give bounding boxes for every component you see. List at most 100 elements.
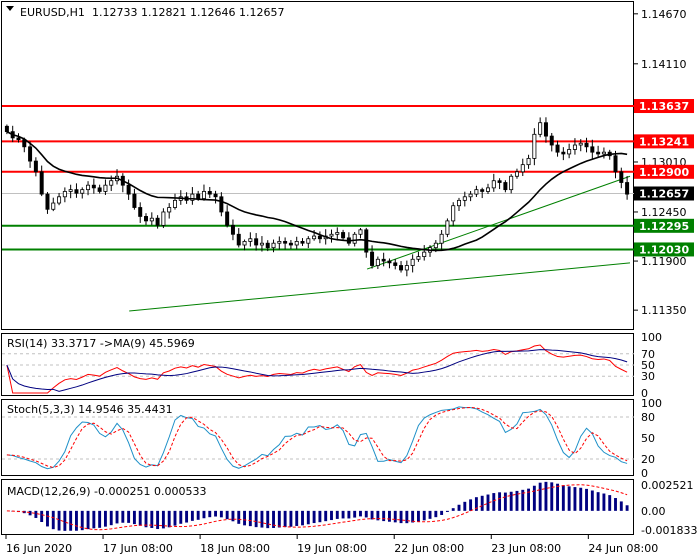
candle-body xyxy=(520,164,525,173)
time-tick-label: 19 Jun 08:00 xyxy=(297,542,367,555)
candle-body xyxy=(433,242,438,249)
candle-body xyxy=(480,189,485,192)
stoch-tick-label: 50 xyxy=(641,432,655,445)
candle-body xyxy=(590,146,595,153)
candle-body xyxy=(91,184,96,189)
candle-body xyxy=(613,155,618,173)
time-tick-label: 17 Jun 08:00 xyxy=(103,542,173,555)
candle-body xyxy=(462,196,467,201)
candle-body xyxy=(329,233,334,237)
current-price-tag xyxy=(634,186,694,201)
candle-body xyxy=(596,151,601,155)
candle-body xyxy=(51,202,56,210)
candle-body xyxy=(149,217,154,222)
price-level-tag-label: 1.12295 xyxy=(639,220,689,233)
candle-body xyxy=(103,184,108,192)
candle-body xyxy=(277,241,282,244)
current-price-tag-label: 1.12657 xyxy=(639,187,689,200)
time-tick-label: 16 Jun 2020 xyxy=(6,542,72,555)
macd-tick-label: 0.002521 xyxy=(641,479,694,492)
rsi-line xyxy=(6,344,628,394)
candle-body xyxy=(567,149,572,155)
trend-line xyxy=(129,262,631,312)
price-level-tag-label: 1.12900 xyxy=(639,166,689,179)
candle-body xyxy=(538,122,543,135)
time-tick-label: 23 Jun 08:00 xyxy=(491,542,561,555)
candle-body xyxy=(57,196,62,204)
stoch-header: Stoch(5,3,3) 14.9546 35.4431 xyxy=(7,403,173,416)
candle-body xyxy=(242,241,247,246)
candle-body xyxy=(28,146,33,162)
rsi-ma-line xyxy=(6,349,628,392)
candle-body xyxy=(144,216,149,222)
stoch-signal-line xyxy=(6,406,628,469)
time-tick-label: 18 Jun 08:00 xyxy=(200,542,270,555)
candle-body xyxy=(399,265,404,271)
candle-body xyxy=(190,193,195,201)
candle-body xyxy=(172,199,177,208)
candle-body xyxy=(491,180,496,189)
candle-body xyxy=(625,182,630,195)
candle-body xyxy=(4,125,9,133)
candle-body xyxy=(126,184,131,195)
candle-body xyxy=(283,241,288,244)
candle-body xyxy=(288,242,293,246)
price-level-tag xyxy=(634,99,694,114)
stoch-tick-label: 80 xyxy=(641,411,655,424)
candle-body xyxy=(248,238,253,242)
candle-body xyxy=(271,242,276,249)
time-tick-label: 22 Jun 08:00 xyxy=(394,542,464,555)
candle-body xyxy=(601,151,606,155)
price-tick-label: 1.11900 xyxy=(641,255,687,268)
candle-body xyxy=(549,135,554,146)
candle-body xyxy=(317,235,322,240)
candle-body xyxy=(555,144,560,153)
candle-body xyxy=(404,265,409,271)
candle-body xyxy=(16,137,21,141)
candle-body xyxy=(503,182,508,191)
price-tick-label: 1.14670 xyxy=(641,8,687,21)
candle-body xyxy=(39,171,44,195)
candle-body xyxy=(97,187,102,192)
rsi-header: RSI(14) 33.3717 ->MA(9) 45.5969 xyxy=(7,337,195,350)
candle-body xyxy=(532,133,537,159)
macd-signal-line xyxy=(6,484,628,531)
candle-body xyxy=(410,258,415,266)
candle-body xyxy=(213,193,218,198)
candle-body xyxy=(207,191,212,195)
candle-body xyxy=(457,199,462,207)
candle-body xyxy=(68,189,73,192)
price-level-tag xyxy=(634,134,694,149)
price-level-tag xyxy=(634,242,694,257)
candle-body xyxy=(196,193,201,199)
candle-body xyxy=(109,180,114,186)
candle-body xyxy=(381,258,386,262)
candle-body xyxy=(201,191,206,199)
candle-body xyxy=(86,184,91,191)
candle-body xyxy=(306,238,311,244)
price-tick-label: 1.11350 xyxy=(641,304,687,317)
candle-body xyxy=(387,260,392,264)
candle-body xyxy=(265,242,270,249)
price-level-tag-label: 1.12030 xyxy=(639,243,689,256)
candle-body xyxy=(341,232,346,239)
candle-body xyxy=(439,233,444,244)
candle-body xyxy=(375,258,380,266)
main-panel-frame xyxy=(1,1,634,330)
candle-body xyxy=(219,196,224,213)
price-level-tag xyxy=(634,218,694,233)
ohlc-header: 1.12733 1.12821 1.12646 1.12657 xyxy=(92,6,284,19)
stoch-tick-label: 100 xyxy=(641,397,662,410)
candle-body xyxy=(509,175,514,191)
candle-body xyxy=(225,211,230,226)
candle-body xyxy=(578,142,583,146)
candle-body xyxy=(155,217,160,226)
candle-body xyxy=(230,224,235,235)
rsi-tick-label: 0 xyxy=(641,387,648,400)
candle-body xyxy=(526,158,531,166)
candle-body xyxy=(300,241,305,244)
symbol-dropdown-icon[interactable] xyxy=(6,6,14,11)
time-tick-label: 24 Jun 08:00 xyxy=(588,542,658,555)
candle-body xyxy=(358,229,363,235)
